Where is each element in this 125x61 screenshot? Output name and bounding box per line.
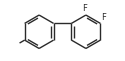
Text: F: F bbox=[83, 4, 87, 13]
Text: F: F bbox=[102, 13, 106, 22]
